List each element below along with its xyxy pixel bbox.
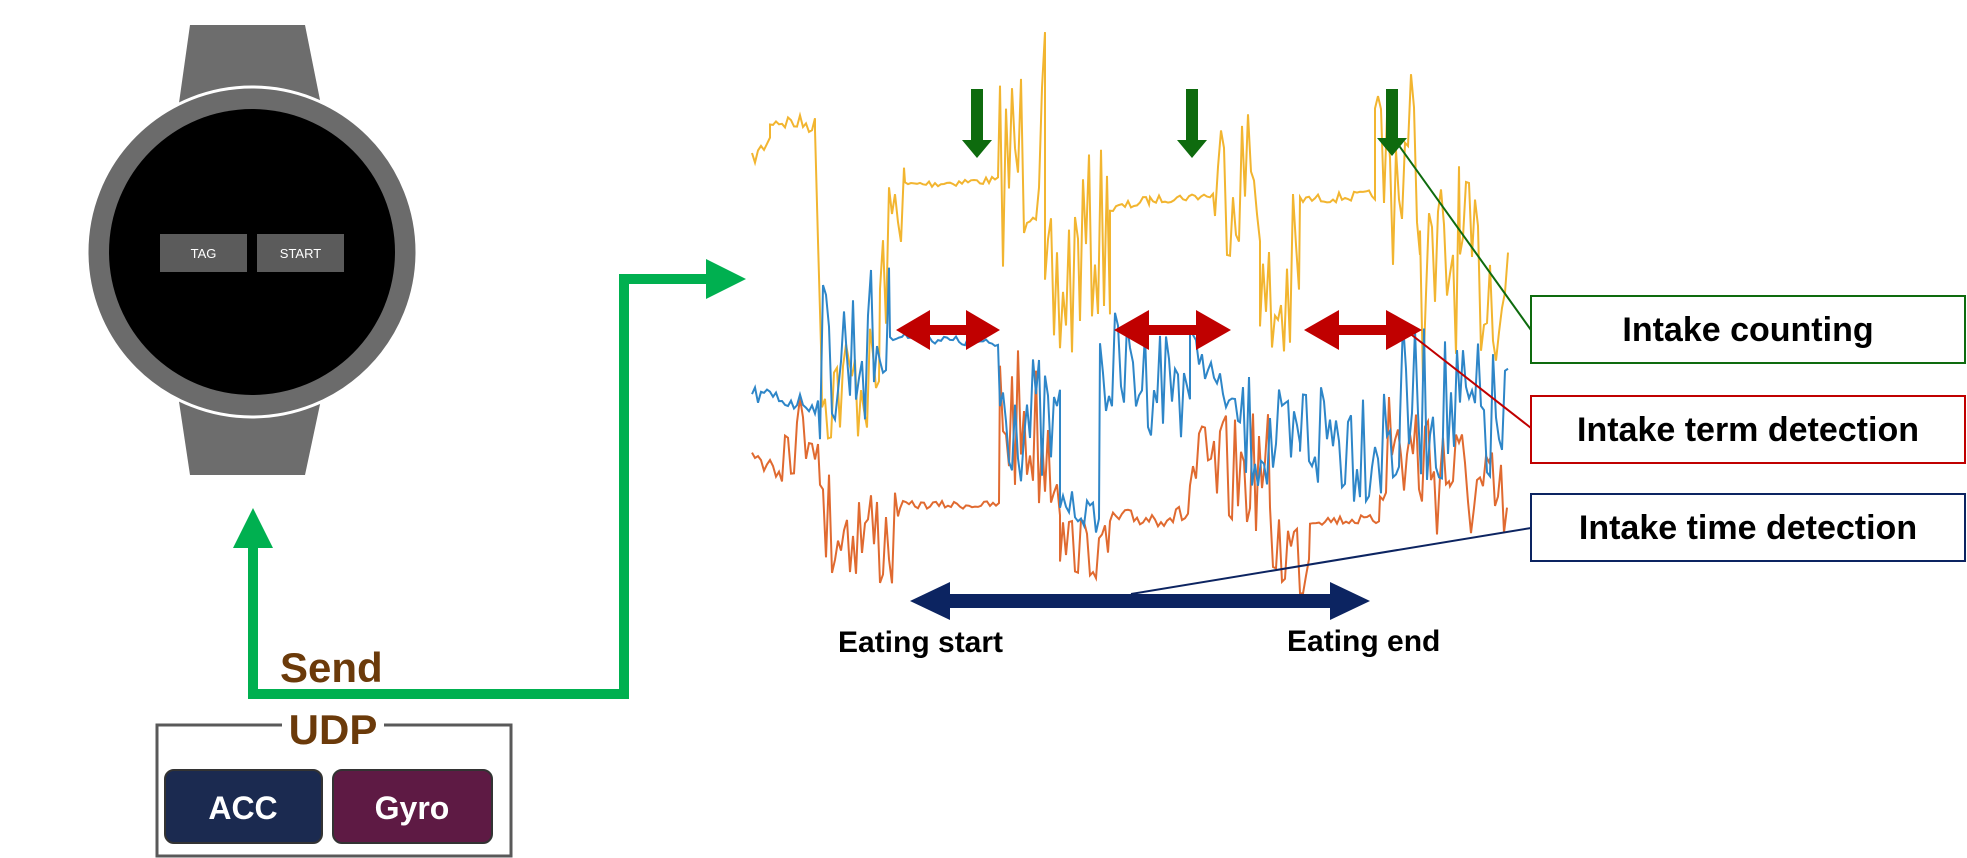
legend-box-intake-counting [1530, 295, 1966, 364]
udp-label: UDP [289, 706, 378, 753]
smartwatch: TAG START [85, 25, 419, 475]
series-line-orange [751, 350, 1508, 595]
watch-screen [109, 109, 395, 395]
tag-button-label: TAG [191, 246, 217, 261]
intake-count-arrow-1 [962, 89, 992, 158]
intake-term-arrow-2 [1114, 310, 1231, 350]
sensor-box: UDP ACC Gyro [155, 706, 513, 858]
series-line-blue [751, 267, 1509, 533]
legend: Intake counting Intake term detection In… [1530, 295, 1966, 562]
eating-end-label: Eating end [1287, 625, 1440, 658]
leader-line-intake-time [1130, 527, 1532, 595]
intake-term-arrow-1 [896, 310, 1000, 350]
intake-term-arrow-3 [1304, 310, 1422, 350]
watch-strap-bottom [178, 395, 322, 475]
leader-line-intake-term [1407, 331, 1532, 429]
acc-sensor-chip [164, 769, 323, 844]
transfer-path [248, 274, 712, 699]
legend-label-intake-term: Intake term detection [1577, 411, 1919, 449]
legend-box-intake-term [1530, 395, 1966, 464]
gyro-sensor-chip [332, 769, 493, 844]
series-line-yellow [751, 32, 1509, 440]
intake-term-markers [896, 310, 1422, 350]
start-button[interactable] [257, 234, 344, 272]
legend-label-intake-counting: Intake counting [1622, 311, 1873, 349]
leader-line-intake-counting [1394, 139, 1532, 331]
sensor-box-frame [155, 723, 513, 858]
tag-button[interactable] [160, 234, 247, 272]
intake-count-arrow-2 [1177, 89, 1207, 158]
legend-box-intake-time [1530, 493, 1966, 562]
intake-count-arrow-3 [1377, 89, 1407, 156]
eating-start-label: Eating start [838, 626, 1003, 659]
legend-label-intake-time: Intake time detection [1579, 509, 1917, 547]
arrowhead-right [706, 259, 746, 299]
intake-time-marker [910, 582, 1370, 620]
watch-strap-top [178, 25, 322, 110]
gyro-sensor-label: Gyro [375, 790, 450, 826]
udp-transfer-arrow [233, 259, 746, 699]
intake-count-markers [962, 89, 1407, 158]
acc-sensor-label: ACC [208, 790, 277, 826]
send-label: Send [280, 644, 383, 691]
sensor-signal-plot [751, 32, 1509, 595]
start-button-label: START [280, 246, 321, 261]
arrowhead-up [233, 508, 273, 548]
